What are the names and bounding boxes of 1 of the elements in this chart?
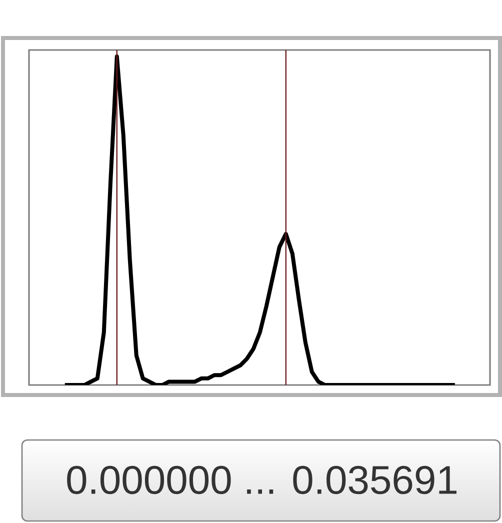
- text: 0.000000 ... 0.035691: [67, 466, 456, 494]
